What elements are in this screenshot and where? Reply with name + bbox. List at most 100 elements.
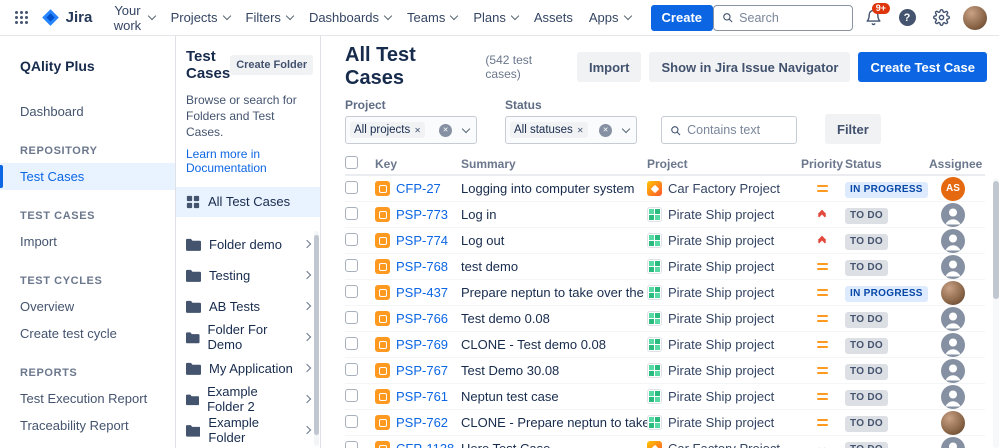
sidebar-item[interactable]: Create test cycle xyxy=(0,320,175,347)
jira-home-link[interactable]: Jira xyxy=(39,8,101,27)
test-case-key-link[interactable]: PSP-437 xyxy=(396,285,449,300)
sidebar-item[interactable]: Test Execution Report xyxy=(0,385,175,412)
table-row[interactable]: CFP-27 Logging into computer system Car … xyxy=(345,176,985,202)
test-case-summary[interactable]: Logging into computer system xyxy=(461,181,635,196)
folders-scrollbar-thumb[interactable] xyxy=(314,234,319,435)
documentation-link[interactable]: Learn more in Documentation xyxy=(186,146,267,175)
remove-tag-icon[interactable] xyxy=(577,124,584,136)
folder-item[interactable]: Example Folder 2 xyxy=(176,384,314,415)
global-search[interactable] xyxy=(713,4,853,31)
column-header-assignee[interactable]: Assignee xyxy=(929,157,983,171)
row-checkbox[interactable] xyxy=(345,310,358,324)
app-switcher-button[interactable] xyxy=(8,4,35,32)
folder-item[interactable]: Testing xyxy=(176,260,314,291)
test-case-summary[interactable]: Neptun test case xyxy=(461,389,559,404)
test-case-summary[interactable]: Prepare neptun to take over the se... xyxy=(461,285,647,300)
table-row[interactable]: PSP-762 CLONE - Prepare neptun to take o… xyxy=(345,410,985,436)
row-checkbox[interactable] xyxy=(345,440,358,448)
table-row[interactable]: PSP-437 Prepare neptun to take over the … xyxy=(345,280,985,306)
nav-item[interactable]: Teams xyxy=(399,4,465,31)
notifications-button[interactable]: 9+ xyxy=(859,2,890,32)
test-case-key-link[interactable]: PSP-761 xyxy=(396,389,449,404)
status-filter-select[interactable]: All statuses xyxy=(505,116,637,144)
row-checkbox[interactable] xyxy=(345,336,358,350)
nav-item[interactable]: Projects xyxy=(163,4,238,31)
sidebar-item[interactable]: Traceability Report xyxy=(0,412,175,439)
table-row[interactable]: PSP-761 Neptun test case Pirate Ship pro… xyxy=(345,384,985,410)
nav-item[interactable]: Plans xyxy=(465,4,526,31)
remove-tag-icon[interactable] xyxy=(414,124,421,136)
folder-item[interactable]: Folder For Demo xyxy=(176,322,314,353)
contains-text-filter[interactable] xyxy=(661,116,797,144)
select-all-checkbox[interactable] xyxy=(345,156,358,169)
table-row[interactable]: PSP-766 Test demo 0.08 Pirate Ship proje… xyxy=(345,306,985,332)
sidebar-item[interactable]: Test Cases xyxy=(0,163,175,190)
test-case-key-link[interactable]: CFP-1138 xyxy=(396,441,454,448)
sidebar-item[interactable]: Dashboard xyxy=(0,98,175,125)
test-case-summary[interactable]: Test demo 0.08 xyxy=(461,311,550,326)
row-checkbox[interactable] xyxy=(345,258,358,272)
test-case-summary[interactable]: Log in xyxy=(461,207,497,222)
test-case-summary[interactable]: Test Demo 30.08 xyxy=(461,363,560,378)
test-case-key-link[interactable]: PSP-767 xyxy=(396,363,449,378)
folder-item[interactable]: AB Tests xyxy=(176,291,314,322)
all-test-cases-item[interactable]: All Test Cases xyxy=(176,186,320,217)
column-header-summary[interactable]: Summary xyxy=(461,157,516,171)
test-case-summary[interactable]: test demo xyxy=(461,259,519,274)
test-case-summary[interactable]: Here Test Case xyxy=(461,441,647,448)
table-row[interactable]: CFP-1138 Here Test Case Car Factory Proj… xyxy=(345,436,985,448)
clear-filter-icon[interactable] xyxy=(599,123,612,137)
table-row[interactable]: PSP-774 Log out Pirate Ship project TO D… xyxy=(345,228,985,254)
column-header-priority[interactable]: Priority xyxy=(800,157,843,171)
row-checkbox[interactable] xyxy=(345,206,358,220)
sidebar-item[interactable]: Import xyxy=(0,228,175,255)
test-case-key-link[interactable]: PSP-762 xyxy=(396,415,449,430)
test-case-summary[interactable]: Log out xyxy=(461,233,505,248)
test-case-key-link[interactable]: PSP-768 xyxy=(396,259,449,274)
project-filter-select[interactable]: All projects xyxy=(345,116,477,144)
table-row[interactable]: PSP-769 CLONE - Test demo 0.08 Pirate Sh… xyxy=(345,332,985,358)
test-case-key-link[interactable]: PSP-774 xyxy=(396,233,449,248)
row-checkbox[interactable] xyxy=(345,362,358,376)
folders-scrollbar[interactable] xyxy=(314,230,319,446)
column-header-key[interactable]: Key xyxy=(375,157,398,171)
test-case-key-link[interactable]: PSP-766 xyxy=(396,311,449,326)
create-folder-button[interactable]: Create Folder xyxy=(230,55,314,75)
row-checkbox[interactable] xyxy=(345,284,358,298)
test-case-summary[interactable]: CLONE - Prepare neptun to take ov... xyxy=(461,415,647,430)
row-checkbox[interactable] xyxy=(345,232,358,246)
sidebar-item[interactable]: Overview xyxy=(0,293,175,320)
help-button[interactable] xyxy=(893,4,921,32)
row-checkbox[interactable] xyxy=(345,180,358,194)
row-checkbox[interactable] xyxy=(345,388,358,402)
contains-text-input[interactable] xyxy=(687,123,788,137)
nav-item[interactable]: Your work xyxy=(104,0,162,39)
nav-item[interactable]: Assets xyxy=(526,4,581,31)
test-case-key-link[interactable]: PSP-773 xyxy=(396,207,449,222)
clear-filter-icon[interactable] xyxy=(439,123,452,137)
column-header-status[interactable]: Status xyxy=(845,157,882,171)
nav-item[interactable]: Dashboards xyxy=(301,4,399,31)
create-test-case-button[interactable]: Create Test Case xyxy=(858,52,987,82)
import-button[interactable]: Import xyxy=(577,52,642,82)
table-scrollbar-thumb[interactable] xyxy=(993,181,999,299)
nav-item[interactable]: Apps xyxy=(581,4,639,31)
settings-button[interactable] xyxy=(927,4,955,32)
row-checkbox[interactable] xyxy=(345,414,358,428)
table-row[interactable]: PSP-767 Test Demo 30.08 Pirate Ship proj… xyxy=(345,358,985,384)
nav-item[interactable]: Filters xyxy=(238,4,301,31)
folder-item[interactable]: Folder demo xyxy=(176,229,314,260)
folder-item[interactable]: My Application xyxy=(176,353,314,384)
create-button[interactable]: Create xyxy=(650,4,713,31)
table-row[interactable]: PSP-773 Log in Pirate Ship project TO DO xyxy=(345,202,985,228)
test-case-summary[interactable]: CLONE - Test demo 0.08 xyxy=(461,337,606,352)
table-scrollbar[interactable] xyxy=(993,178,999,448)
test-case-key-link[interactable]: PSP-769 xyxy=(396,337,449,352)
global-search-input[interactable] xyxy=(739,10,844,25)
user-avatar-button[interactable] xyxy=(961,4,989,32)
test-case-key-link[interactable]: CFP-27 xyxy=(396,181,441,196)
table-row[interactable]: PSP-768 test demo Pirate Ship project TO… xyxy=(345,254,985,280)
show-in-navigator-button[interactable]: Show in Jira Issue Navigator xyxy=(649,52,851,82)
column-header-project[interactable]: Project xyxy=(647,157,688,171)
filter-button[interactable]: Filter xyxy=(825,114,881,144)
